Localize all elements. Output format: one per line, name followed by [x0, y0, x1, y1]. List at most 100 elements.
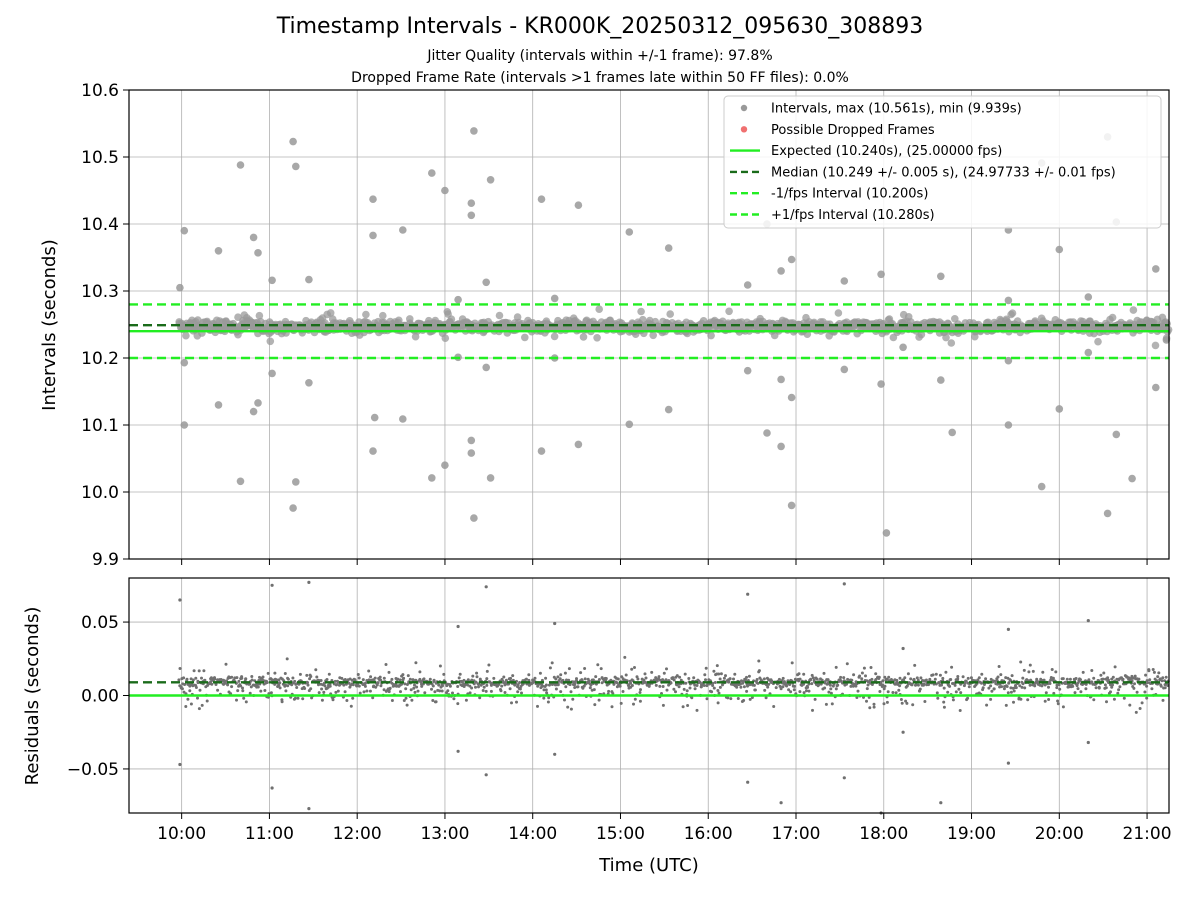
residual-band-point: [811, 676, 815, 680]
residual-point: [1006, 627, 1011, 632]
residual-band-point: [941, 676, 945, 680]
residual-band-point: [675, 674, 679, 678]
residual-band-point: [898, 676, 902, 680]
interval-point: [467, 211, 476, 220]
residual-band-point: [500, 684, 504, 688]
residual-band-point: [868, 706, 872, 710]
residual-band-point: [650, 670, 654, 674]
residual-band-point: [464, 698, 468, 702]
residual-band-point: [1103, 683, 1107, 687]
residual-band-point: [980, 672, 984, 676]
residual-band-point: [416, 689, 420, 693]
residual-band-point: [242, 696, 246, 700]
residual-band-point: [412, 686, 416, 690]
residual-band-point: [556, 675, 560, 679]
residual-band-point: [249, 685, 253, 689]
residual-band-point: [1112, 697, 1116, 701]
residual-band-point: [1131, 676, 1135, 680]
x-tick-label: 18:00: [859, 824, 908, 844]
residual-band-point: [1151, 668, 1155, 671]
interval-point: [777, 442, 785, 451]
residual-band-point: [387, 670, 391, 674]
residual-band-point: [781, 685, 785, 689]
residual-band-point: [379, 678, 383, 682]
residual-band-point: [856, 689, 860, 693]
residual-band-point: [485, 683, 489, 687]
residual-band-point: [509, 676, 513, 680]
residual-band-point: [280, 700, 284, 704]
residual-band-point: [1101, 677, 1105, 681]
residual-band-point: [883, 684, 887, 688]
bottom-y-tick-label: −0.05: [67, 760, 119, 780]
residual-band-point: [1144, 673, 1148, 677]
residual-band-point: [475, 675, 479, 679]
residual-band-point: [241, 686, 244, 690]
residual-band-point: [404, 696, 408, 700]
residual-band-point: [1004, 703, 1008, 707]
residual-band-point: [1121, 677, 1125, 681]
residual-band-point: [363, 684, 367, 688]
residual-band-point: [355, 684, 359, 688]
residual-band-point: [774, 686, 778, 690]
residual-band-point: [303, 687, 307, 690]
residual-band-point: [191, 678, 195, 682]
residual-band-point: [241, 689, 245, 693]
interval-point: [399, 226, 407, 234]
residual-band-point: [756, 681, 760, 685]
residual-band-point: [985, 703, 989, 707]
residual-band-point: [829, 691, 833, 695]
residual-band-point: [482, 685, 486, 689]
interval-band-point: [707, 331, 715, 340]
residual-band-point: [1161, 698, 1165, 702]
residual-band-point: [778, 684, 782, 688]
x-tick-label: 17:00: [772, 824, 821, 844]
residual-point: [779, 801, 783, 805]
residual-band-point: [295, 686, 299, 689]
residual-band-point: [274, 678, 278, 682]
residual-band-point: [687, 677, 691, 680]
residual-band-point: [781, 676, 785, 680]
residual-band-point: [423, 691, 427, 695]
interval-point: [877, 380, 885, 388]
residual-band-point: [1150, 687, 1154, 691]
residual-point: [178, 598, 182, 602]
residual-point: [484, 585, 488, 589]
residual-band-point: [607, 689, 611, 693]
interval-band-point: [942, 333, 950, 342]
residual-band-point: [468, 691, 472, 695]
residual-band-point: [899, 698, 903, 701]
residual-band-point: [927, 683, 930, 687]
residual-band-point: [420, 684, 424, 688]
residual-band-point: [379, 684, 383, 688]
residual-band-point: [545, 691, 549, 695]
residual-point: [484, 773, 488, 777]
residual-band-point: [805, 689, 808, 693]
bottom-y-axis-label: Residuals (seconds): [22, 607, 43, 786]
residual-band-point: [919, 676, 923, 680]
residual-band-point: [724, 674, 727, 678]
residual-band-point: [643, 672, 647, 676]
residual-band-point: [189, 702, 193, 706]
residual-band-point: [813, 697, 817, 701]
residual-band-point: [597, 678, 601, 681]
legend-box: [723, 95, 1162, 229]
residual-band-point: [619, 701, 623, 705]
residual-band-point: [716, 689, 720, 692]
interval-point: [289, 137, 297, 146]
residual-band-point: [567, 667, 571, 671]
residual-band-point: [729, 697, 733, 701]
residual-band-point: [448, 684, 452, 688]
residual-band-point: [672, 687, 676, 691]
residual-band-point: [684, 681, 688, 685]
interval-point: [948, 428, 956, 437]
residual-band-point: [1164, 675, 1168, 679]
residual-band-point: [224, 662, 228, 666]
residual-point: [1006, 761, 1011, 765]
residual-band-point: [470, 686, 474, 690]
interval-point: [574, 201, 583, 209]
interval-point: [937, 272, 945, 281]
legend-intervals-label: Intervals, max (10.561s), min (9.939s): [771, 102, 1022, 117]
residual-band-point: [1057, 683, 1061, 687]
residual-band-point: [885, 700, 889, 704]
interval-band-point: [917, 330, 926, 339]
